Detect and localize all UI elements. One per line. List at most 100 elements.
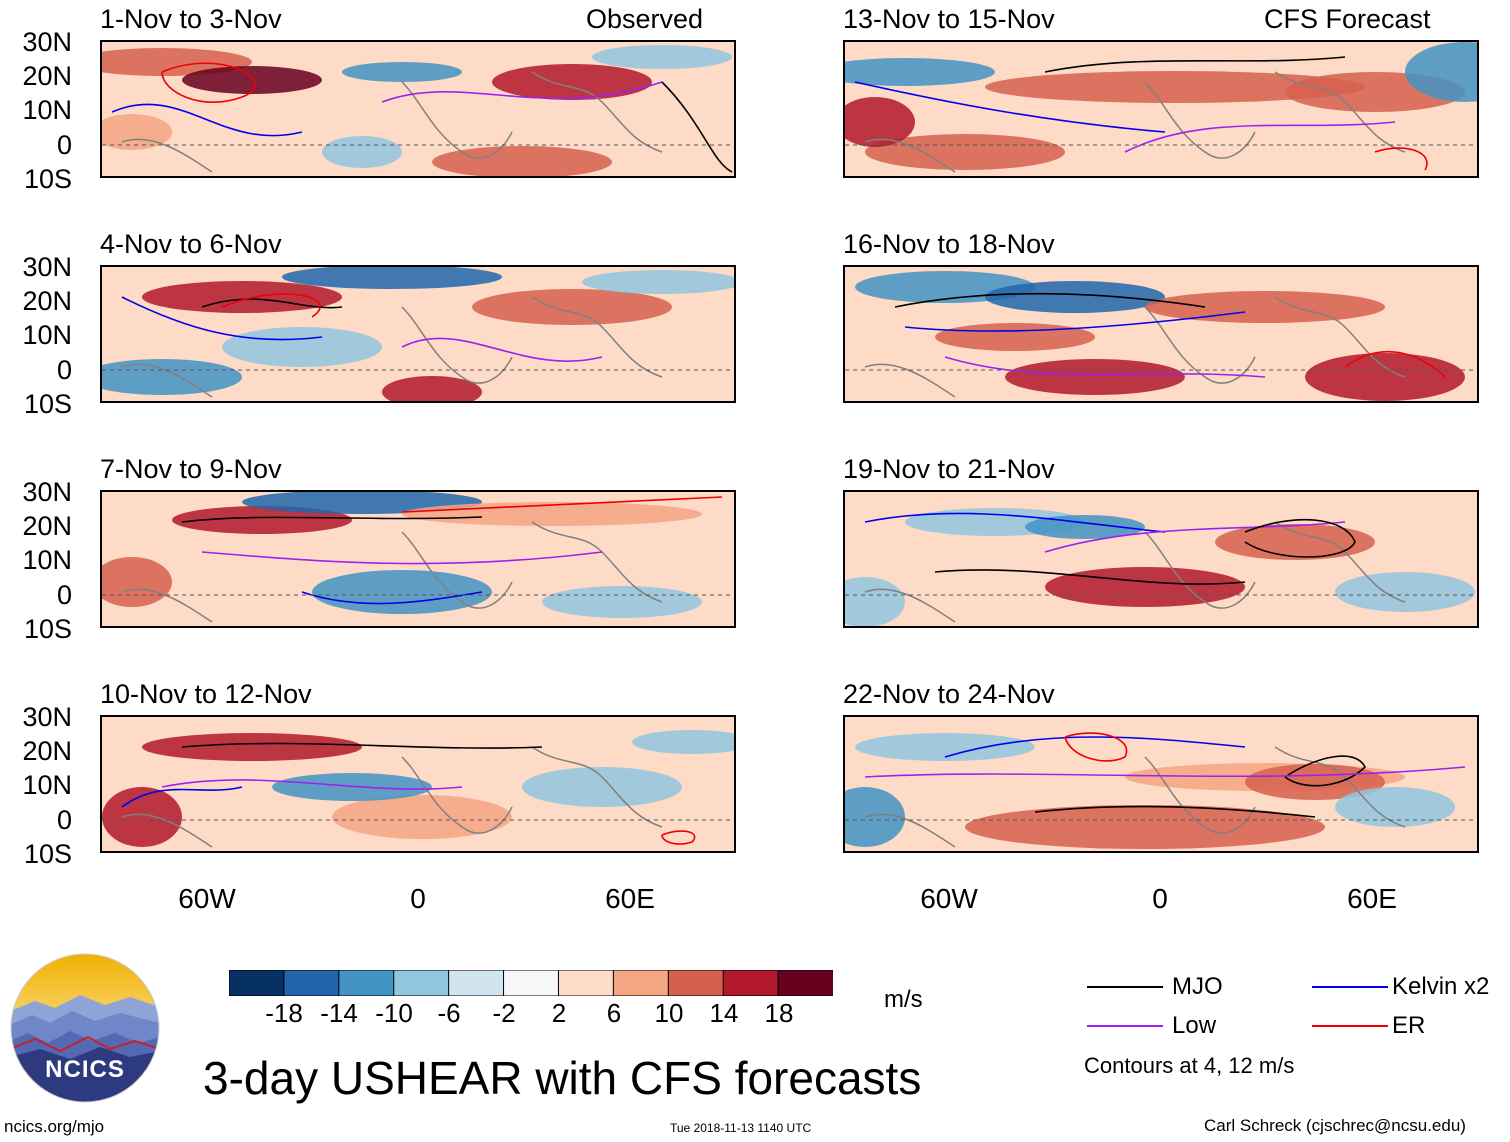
- panel-title-5: 13-Nov to 15-Nov: [843, 4, 1055, 34]
- colorbar-cell: [557, 970, 615, 996]
- shading-blob: [172, 506, 352, 534]
- ncics-logo: [10, 953, 160, 1103]
- shading-blob: [382, 376, 482, 401]
- footer-timestamp: Tue 2018-11-13 1140 UTC: [670, 1121, 812, 1135]
- colorbar-label: -10: [375, 998, 413, 1028]
- colorbar-cell: [777, 970, 833, 996]
- panel-title-1: 1-Nov to 3-Nov: [100, 4, 282, 34]
- shading-blob: [432, 146, 612, 176]
- legend-label-kelvin: Kelvin x2: [1392, 973, 1490, 1000]
- colorbar-cell: [393, 970, 450, 996]
- contour-line: [181, 742, 543, 749]
- shading-blob: [845, 577, 905, 626]
- coastline: [864, 71, 1406, 173]
- colorbar-label: 6: [606, 998, 622, 1028]
- colorbar-label: -14: [320, 998, 358, 1028]
- lat-label: 0: [56, 130, 72, 160]
- shading-blob: [845, 787, 905, 847]
- panel-title-6: 16-Nov to 18-Nov: [843, 229, 1055, 259]
- contour-line: [1064, 732, 1128, 762]
- lat-label: 10S: [23, 839, 72, 869]
- panel-title-3: 7-Nov to 9-Nov: [100, 454, 282, 484]
- lon-label: 60W: [178, 883, 236, 914]
- shading-blob: [935, 323, 1095, 351]
- lat-label: 30N: [22, 477, 72, 507]
- colorbar-label: -2: [492, 998, 516, 1028]
- colorbar-label: 14: [709, 998, 739, 1028]
- lon-label: 0: [410, 883, 426, 914]
- colorbar-cell: [612, 970, 670, 996]
- shading-blob: [1145, 291, 1385, 323]
- shading-blob: [1045, 567, 1245, 607]
- contour-line: [161, 779, 463, 790]
- shading-blob: [542, 586, 702, 618]
- shading-blob: [855, 733, 1035, 761]
- shading-blob: [845, 97, 915, 147]
- contour-line: [854, 81, 1166, 133]
- shading-blob: [322, 136, 402, 168]
- shading-blob: [332, 795, 512, 839]
- shading-blob: [102, 359, 242, 395]
- shading-blob: [492, 64, 652, 100]
- coastline: [864, 521, 1406, 623]
- lon-label: 60W: [920, 883, 978, 914]
- shading-blob: [522, 767, 682, 807]
- shading-blob: [845, 58, 995, 86]
- footer-credit: Carl Schreck (cjschrec@ncsu.edu): [1204, 1116, 1466, 1135]
- footer-url[interactable]: ncics.org/mjo: [4, 1117, 105, 1136]
- lat-label: 20N: [22, 511, 72, 541]
- colorbar-cell: [667, 970, 725, 996]
- lat-label: 10S: [23, 614, 72, 644]
- colorbar-cell: [229, 970, 285, 996]
- shading-blob: [282, 267, 502, 289]
- colorbar-unit: m/s: [884, 986, 923, 1013]
- panel-title-8: 22-Nov to 24-Nov: [843, 679, 1055, 709]
- lat-label: 0: [56, 805, 72, 835]
- coastline: [121, 71, 663, 173]
- panel-title-7: 19-Nov to 21-Nov: [843, 454, 1055, 484]
- contour-line: [894, 293, 1206, 308]
- shading-blob: [582, 270, 734, 294]
- shading-blob: [1245, 764, 1385, 800]
- colorbar-cell: [448, 970, 505, 996]
- shading-blob: [1005, 359, 1185, 395]
- contour-line: [1034, 805, 1316, 818]
- shading-blob: [182, 66, 322, 94]
- shading-blob: [1025, 515, 1145, 539]
- lat-label: 10N: [22, 770, 72, 800]
- lat-label: 30N: [22, 702, 72, 732]
- lat-label: 20N: [22, 736, 72, 766]
- lat-label: 20N: [22, 61, 72, 91]
- shading-blob: [102, 557, 172, 607]
- shading-blob: [985, 71, 1365, 103]
- lon-label: 60E: [605, 883, 655, 914]
- contour-line: [111, 103, 303, 137]
- shading-blob: [965, 805, 1325, 849]
- contour-line: [1284, 755, 1366, 787]
- contour-line: [201, 298, 343, 309]
- contour-line: [121, 786, 243, 808]
- legend-note: Contours at 4, 12 m/s: [1084, 1053, 1295, 1078]
- map-panel-6: [843, 265, 1479, 403]
- contour-line: [661, 81, 733, 173]
- logo-text: NCICS: [45, 1056, 125, 1083]
- contour-line: [944, 736, 1246, 758]
- colorbar-label: 10: [654, 998, 684, 1028]
- shading-blob: [865, 134, 1065, 170]
- shading-blob: [592, 45, 732, 69]
- lon-label: 0: [1152, 883, 1168, 914]
- map-panel-4: [100, 715, 736, 853]
- lat-label: 30N: [22, 252, 72, 282]
- contour-line: [301, 591, 483, 605]
- legend-label-mjo: MJO: [1172, 973, 1223, 1000]
- shading-blob: [472, 289, 672, 325]
- colorbar-cell: [503, 970, 560, 996]
- contour-line: [1244, 518, 1356, 558]
- contour-line: [1374, 147, 1428, 171]
- lat-label: 10N: [22, 545, 72, 575]
- contour-line: [221, 293, 321, 318]
- legend-label-er: ER: [1392, 1012, 1426, 1039]
- colorbar-cell: [338, 970, 395, 996]
- colorbar-cell: [722, 970, 780, 996]
- shading-blob: [1335, 572, 1475, 612]
